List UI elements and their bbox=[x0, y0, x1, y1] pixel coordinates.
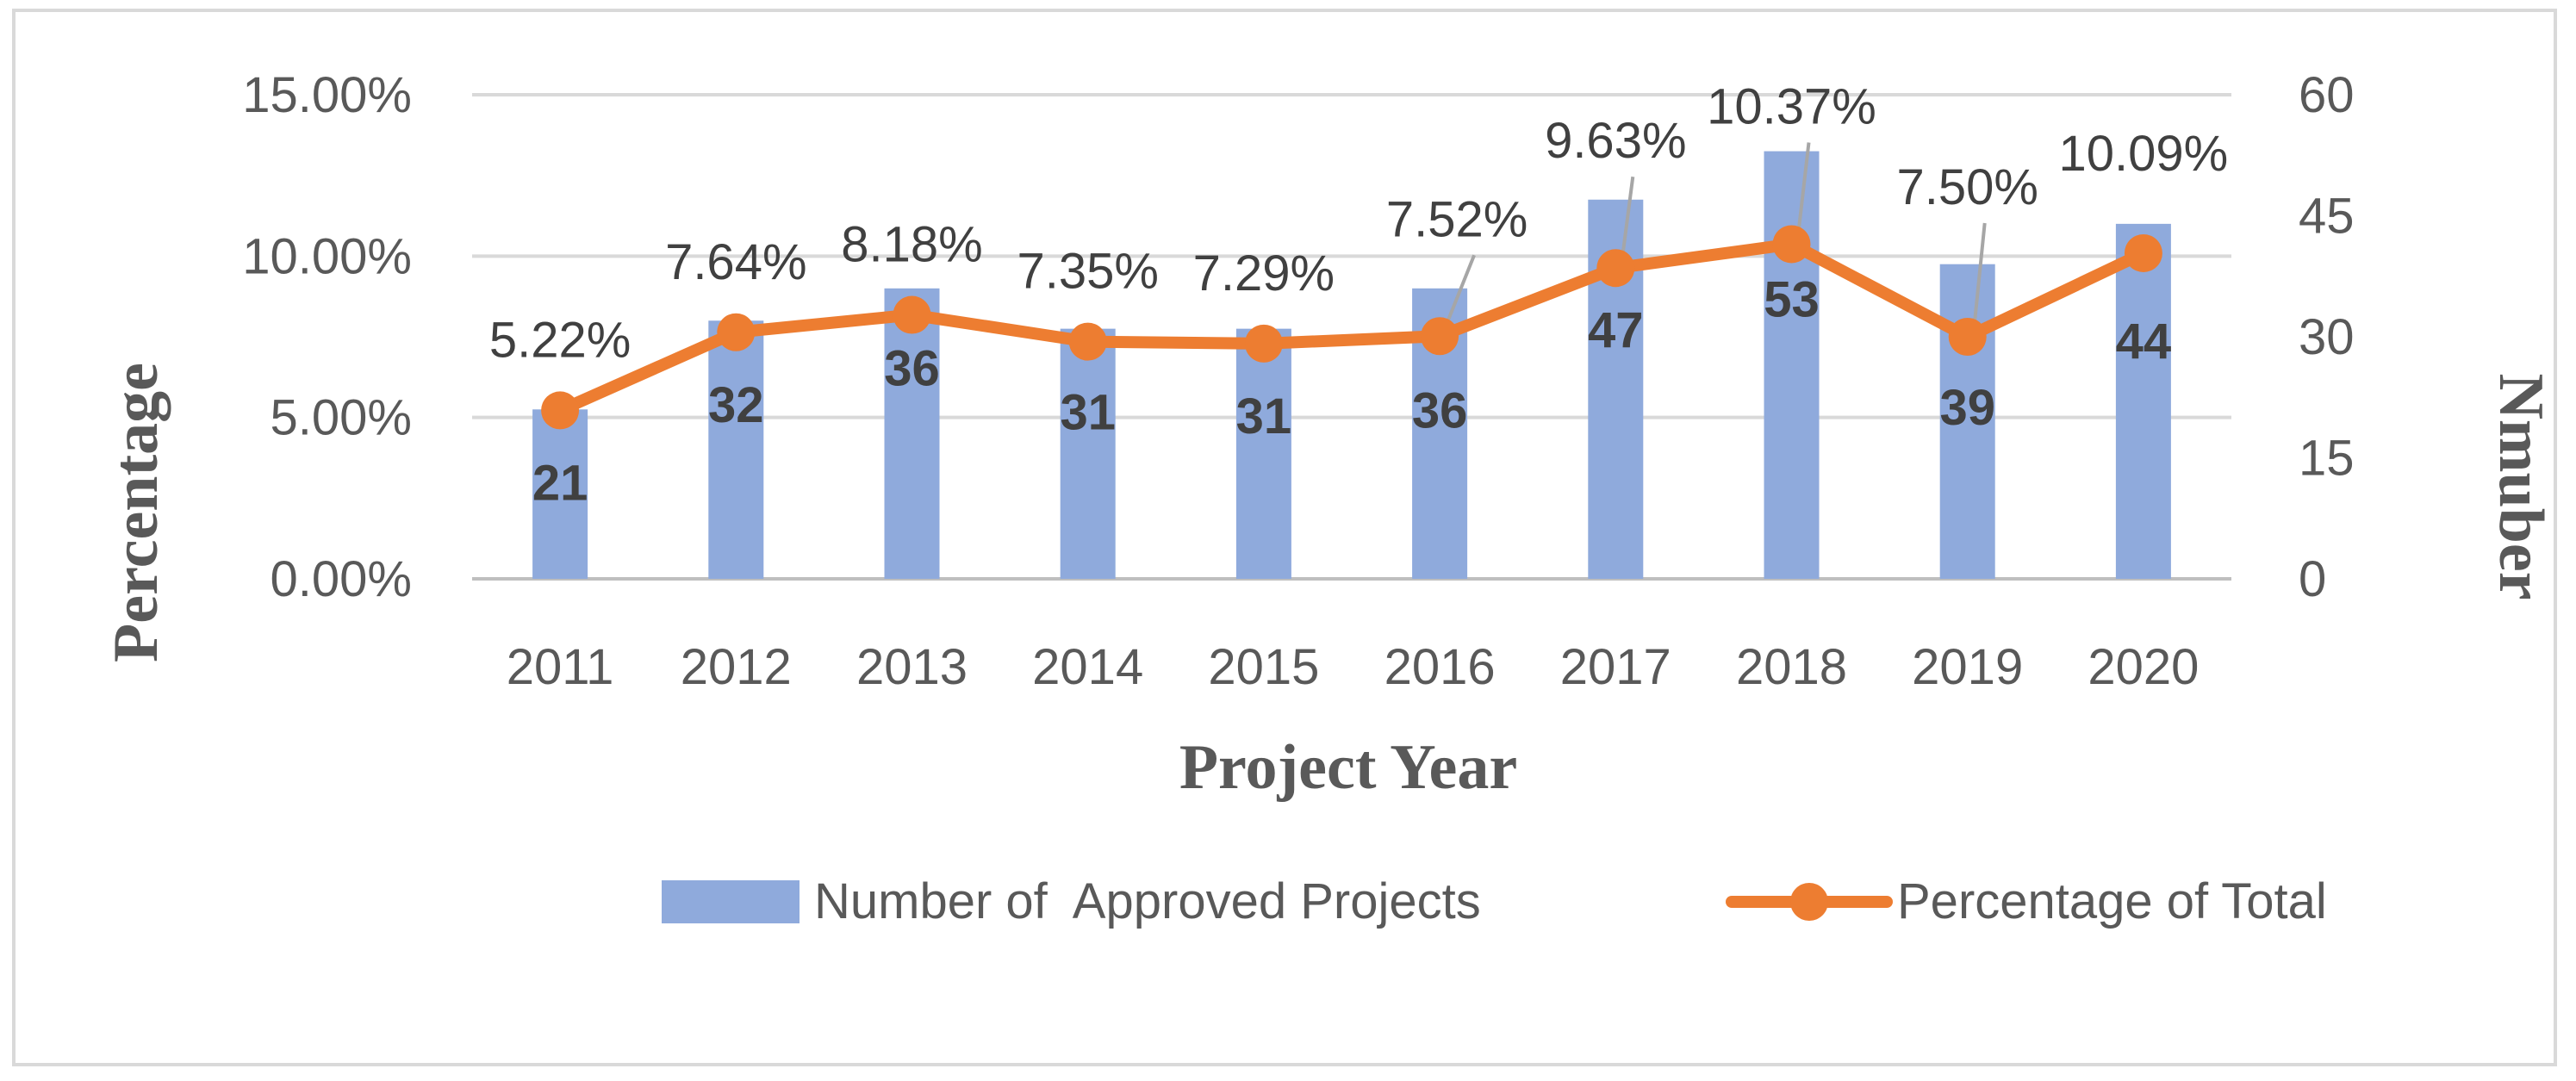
line-point bbox=[1596, 249, 1635, 288]
legend-label-bars: Number of Approved Projects bbox=[814, 873, 1481, 929]
y-right-tick-label: 45 bbox=[2299, 189, 2355, 245]
tick-labels: 0.00% 5.00% 10.00% 15.00% 0 15 30 45 60 2011 2012 2… bbox=[242, 67, 2354, 695]
percentage-data-label: 7.29% bbox=[1193, 245, 1335, 301]
y-left-tick-label: 0.00% bbox=[271, 551, 412, 607]
legend-marker-line bbox=[1790, 883, 1828, 921]
line-point bbox=[1068, 322, 1107, 361]
percentage-data-label: 7.50% bbox=[1896, 159, 2038, 215]
bar-data-label: 32 bbox=[708, 377, 764, 433]
line-point bbox=[1244, 324, 1283, 363]
bar-data-label: 36 bbox=[1412, 382, 1468, 438]
line-point bbox=[717, 313, 756, 351]
bar bbox=[532, 409, 588, 579]
line-point bbox=[1772, 225, 1811, 264]
percentage-data-label: 7.35% bbox=[1017, 244, 1158, 300]
bar bbox=[1939, 264, 1995, 579]
bar bbox=[1235, 328, 1291, 579]
label-leader-line bbox=[1445, 254, 1476, 325]
line-point bbox=[541, 391, 580, 430]
percentage-data-label: 10.09% bbox=[2059, 126, 2229, 182]
percentage-data-label: 8.18% bbox=[841, 217, 982, 273]
y-axis-right-title: Nmuber bbox=[2486, 373, 2556, 600]
bar-data-label: 39 bbox=[1939, 380, 1995, 436]
percentage-data-label: 7.52% bbox=[1386, 191, 1528, 247]
bar-data-label: 31 bbox=[1060, 385, 1116, 441]
bar bbox=[884, 288, 940, 579]
y-left-tick-label: 15.00% bbox=[242, 67, 412, 123]
percentage-data-label: 9.63% bbox=[1545, 113, 1686, 169]
percentage-data-label: 7.64% bbox=[665, 234, 806, 290]
bar-data-label: 36 bbox=[884, 341, 940, 397]
line-series bbox=[541, 225, 2162, 430]
percentage-line bbox=[554, 238, 2150, 417]
bar-data-label: 53 bbox=[1764, 271, 1820, 327]
legend-swatch-bars bbox=[662, 880, 800, 923]
label-leader-line bbox=[1621, 176, 1635, 257]
label-leader-lines bbox=[1445, 142, 1987, 326]
bar-data-label: 21 bbox=[532, 455, 588, 511]
x-tick-label: 2019 bbox=[1912, 639, 2023, 695]
x-tick-label: 2020 bbox=[2088, 639, 2199, 695]
y-right-tick-label: 60 bbox=[2299, 67, 2355, 123]
y-left-tick-label: 10.00% bbox=[242, 228, 412, 284]
bar bbox=[708, 320, 764, 579]
y-left-tick-label: 5.00% bbox=[271, 390, 412, 446]
line-point bbox=[2124, 233, 2162, 272]
x-tick-label: 2011 bbox=[507, 639, 614, 695]
bar bbox=[1060, 328, 1116, 579]
y-right-tick-label: 15 bbox=[2299, 431, 2355, 487]
bar bbox=[2115, 223, 2171, 579]
legend-label-line: Percentage of Total bbox=[1897, 873, 2327, 929]
x-tick-label: 2017 bbox=[1560, 639, 1671, 695]
bar-data-label: 44 bbox=[2116, 314, 2172, 370]
x-tick-label: 2013 bbox=[856, 639, 968, 695]
x-tick-label: 2016 bbox=[1384, 639, 1496, 695]
y-right-tick-label: 0 bbox=[2299, 551, 2326, 607]
label-leader-line bbox=[1972, 222, 1987, 326]
x-tick-label: 2018 bbox=[1736, 639, 1847, 695]
label-leader-line bbox=[1796, 142, 1811, 233]
gridlines bbox=[472, 93, 2231, 581]
x-tick-label: 2014 bbox=[1032, 639, 1143, 695]
bar-data-label: 47 bbox=[1588, 302, 1644, 358]
percentage-data-label: 5.22% bbox=[489, 312, 631, 368]
x-tick-label: 2015 bbox=[1208, 639, 1319, 695]
legend: Number of Approved Projects Percentage o… bbox=[662, 873, 2327, 929]
line-point bbox=[1421, 317, 1459, 356]
percentage-data-label: 10.37% bbox=[1707, 78, 1876, 134]
line-point bbox=[1948, 318, 1987, 356]
x-tick-label: 2012 bbox=[681, 639, 792, 695]
line-point bbox=[893, 295, 931, 334]
data-labels: 5.22% 7.64% 8.18% 7.35% 7.29% 7.52% 9.63% 10.37… bbox=[489, 78, 2228, 511]
y-axis-left-title: Percentage bbox=[101, 363, 171, 662]
bar-data-label: 31 bbox=[1236, 388, 1292, 444]
bar-series bbox=[532, 151, 2171, 580]
bar bbox=[1764, 151, 1820, 580]
y-right-tick-label: 30 bbox=[2299, 309, 2355, 365]
x-axis-title: Project Year bbox=[1179, 732, 1517, 803]
